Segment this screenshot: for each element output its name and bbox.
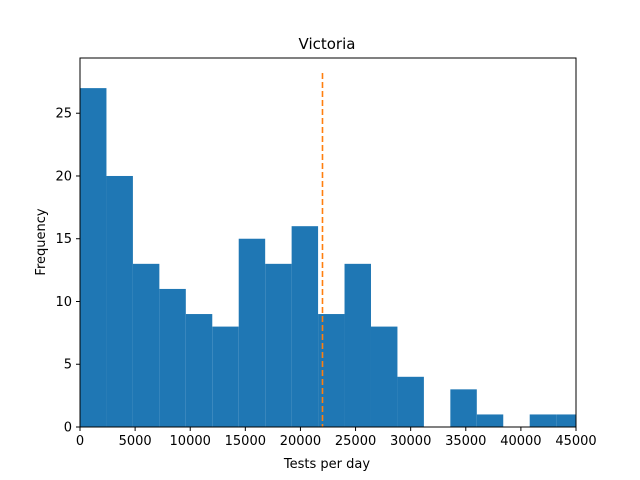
histogram-bar (159, 288, 186, 427)
x-tick-label: 0 (76, 434, 84, 449)
histogram-bars (80, 88, 576, 428)
histogram-bar (556, 414, 576, 427)
y-tick-label: 10 (55, 295, 72, 310)
histogram-bar (529, 414, 557, 427)
chart-title: Victoria (299, 35, 356, 53)
y-tick-label: 15 (55, 232, 72, 247)
x-tick-label: 5000 (119, 434, 152, 449)
histogram-bar (132, 263, 160, 427)
histogram-bar (185, 314, 213, 427)
x-tick-label: 40000 (500, 434, 541, 449)
x-axis-title: Tests per day (283, 457, 370, 472)
histogram-bar (80, 88, 107, 428)
x-tick-label: 30000 (390, 434, 431, 449)
y-axis-ticks: 0 5 10 15 20 25 (55, 107, 80, 436)
histogram-bar (106, 175, 133, 427)
histogram-bar (212, 326, 239, 427)
x-tick-label: 35000 (445, 434, 486, 449)
histogram-bar (265, 263, 292, 427)
x-tick-label: 45000 (555, 434, 596, 449)
x-tick-label: 15000 (225, 434, 266, 449)
histogram-bar (450, 389, 477, 427)
y-tick-label: 20 (55, 169, 72, 184)
plot-frame (79, 57, 577, 428)
histogram-bar (344, 263, 371, 427)
x-tick-label: 10000 (170, 434, 211, 449)
histogram-bar (291, 226, 319, 427)
y-tick-label: 5 (64, 358, 72, 373)
histogram-bar (370, 326, 398, 427)
y-tick-label: 25 (55, 107, 72, 122)
histogram-bar (238, 238, 266, 427)
x-tick-label: 20000 (280, 434, 321, 449)
histogram-bar (397, 376, 424, 427)
x-tick-label: 25000 (335, 434, 376, 449)
y-tick-label: 0 (64, 421, 72, 436)
y-axis-title: Frequency (34, 208, 49, 275)
histogram-bar (476, 414, 504, 427)
x-axis-ticks: 0 5000 10000 15000 20000 25000 30000 35000 40000… (76, 427, 597, 449)
